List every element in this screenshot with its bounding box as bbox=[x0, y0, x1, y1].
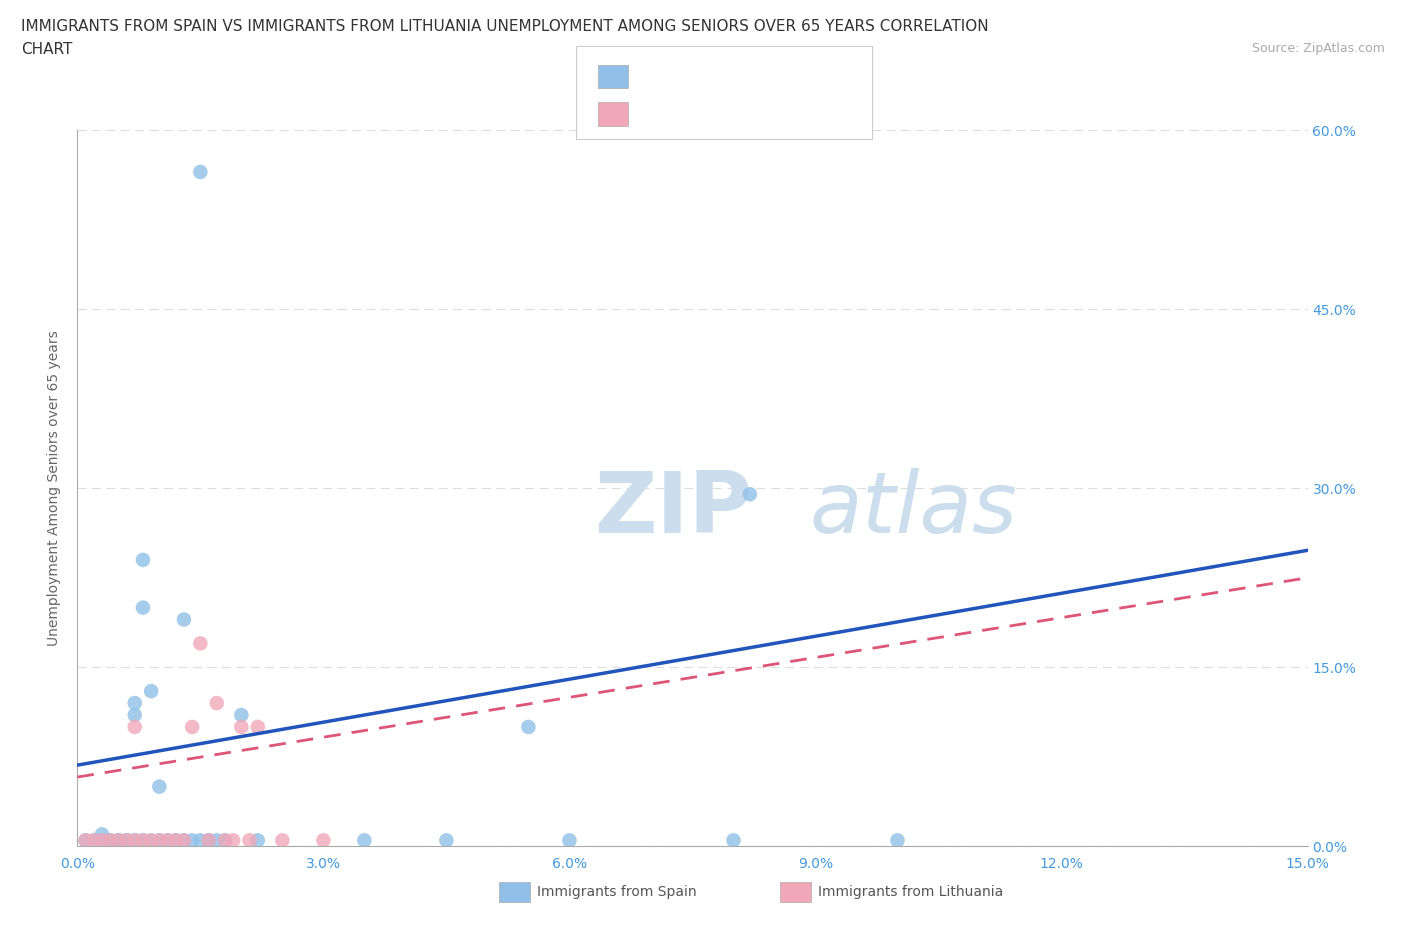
Point bbox=[246, 720, 269, 735]
Point bbox=[124, 720, 146, 735]
Point bbox=[312, 833, 335, 848]
Point bbox=[115, 833, 138, 848]
Point bbox=[214, 833, 236, 848]
Text: ZIP: ZIP bbox=[595, 468, 752, 551]
Point bbox=[353, 833, 375, 848]
Text: Source: ZipAtlas.com: Source: ZipAtlas.com bbox=[1251, 42, 1385, 55]
Point bbox=[723, 833, 745, 848]
Point bbox=[148, 833, 170, 848]
Point bbox=[132, 552, 155, 567]
Point bbox=[173, 833, 195, 848]
Point bbox=[156, 833, 179, 848]
Point bbox=[141, 833, 163, 848]
Point bbox=[173, 833, 195, 848]
Text: Immigrants from Spain: Immigrants from Spain bbox=[537, 884, 697, 899]
Point bbox=[231, 720, 253, 735]
Point bbox=[90, 827, 114, 842]
Point bbox=[188, 165, 212, 179]
Point bbox=[115, 833, 138, 848]
Point bbox=[558, 833, 581, 848]
Y-axis label: Unemployment Among Seniors over 65 years: Unemployment Among Seniors over 65 years bbox=[48, 330, 62, 646]
Point bbox=[231, 708, 253, 723]
Point bbox=[165, 833, 187, 848]
Point bbox=[90, 833, 114, 848]
Text: CHART: CHART bbox=[21, 42, 73, 57]
Point bbox=[98, 833, 121, 848]
Point bbox=[156, 833, 179, 848]
Point bbox=[436, 833, 458, 848]
Point bbox=[83, 833, 105, 848]
Point bbox=[107, 833, 129, 848]
Point bbox=[271, 833, 294, 848]
Text: Immigrants from Lithuania: Immigrants from Lithuania bbox=[818, 884, 1004, 899]
Point bbox=[83, 833, 105, 848]
Point bbox=[197, 833, 219, 848]
Point bbox=[517, 720, 540, 735]
Point bbox=[75, 833, 97, 848]
Point bbox=[90, 833, 114, 848]
Text: R = 0.415    N = 25: R = 0.415 N = 25 bbox=[637, 106, 786, 122]
Point bbox=[141, 684, 163, 698]
Point bbox=[115, 833, 138, 848]
Text: atlas: atlas bbox=[810, 468, 1018, 551]
Point bbox=[124, 708, 146, 723]
Point bbox=[124, 833, 146, 848]
Point bbox=[181, 833, 204, 848]
Point bbox=[165, 833, 187, 848]
Point bbox=[148, 779, 170, 794]
Point bbox=[141, 833, 163, 848]
Text: R = 0.203    N = 42: R = 0.203 N = 42 bbox=[637, 69, 786, 85]
Point bbox=[886, 833, 908, 848]
Point bbox=[239, 833, 262, 848]
Point bbox=[98, 833, 121, 848]
Point bbox=[738, 486, 761, 501]
Point bbox=[188, 833, 212, 848]
Point bbox=[173, 612, 195, 627]
Point bbox=[124, 696, 146, 711]
Point bbox=[107, 833, 129, 848]
Text: IMMIGRANTS FROM SPAIN VS IMMIGRANTS FROM LITHUANIA UNEMPLOYMENT AMONG SENIORS OV: IMMIGRANTS FROM SPAIN VS IMMIGRANTS FROM… bbox=[21, 19, 988, 33]
Point bbox=[181, 720, 204, 735]
Point bbox=[132, 600, 155, 615]
Point bbox=[205, 833, 228, 848]
Point bbox=[197, 833, 219, 848]
Point bbox=[75, 833, 97, 848]
Point bbox=[132, 833, 155, 848]
Point bbox=[246, 833, 269, 848]
Point bbox=[107, 833, 129, 848]
Point bbox=[107, 833, 129, 848]
Point bbox=[98, 833, 121, 848]
Point bbox=[222, 833, 245, 848]
Point bbox=[188, 636, 212, 651]
Point bbox=[197, 833, 219, 848]
Point bbox=[132, 833, 155, 848]
Point bbox=[214, 833, 236, 848]
Point bbox=[205, 696, 228, 711]
Point bbox=[148, 833, 170, 848]
Point bbox=[124, 833, 146, 848]
Point bbox=[165, 833, 187, 848]
